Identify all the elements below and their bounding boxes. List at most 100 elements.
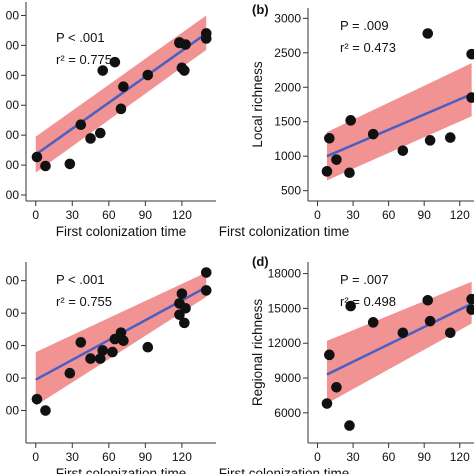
y-tick-label: 00 xyxy=(6,98,20,112)
y-tick-label: 00 xyxy=(6,371,20,385)
x-tick-label: 90 xyxy=(139,208,153,222)
x-tick-label: 0 xyxy=(314,450,321,464)
panel-d: 0 30 60 90 120 6000 9000 12000 15000 18000 First c… xyxy=(219,254,474,474)
data-point xyxy=(424,135,436,146)
data-point xyxy=(107,346,118,358)
y-tick-label: 00 xyxy=(6,188,20,202)
panel-label: (d) xyxy=(252,254,269,269)
data-point xyxy=(118,335,129,347)
x-tick-label: 120 xyxy=(450,450,470,464)
y-tick-label: 2500 xyxy=(274,46,301,60)
data-point xyxy=(200,285,212,296)
x-tick-label: 90 xyxy=(418,208,432,222)
data-point xyxy=(179,65,190,76)
data-point xyxy=(466,293,474,305)
y-tick-label: 3000 xyxy=(274,11,301,25)
x-tick-label: 0 xyxy=(32,208,39,222)
data-point xyxy=(142,69,154,81)
data-point xyxy=(466,304,474,315)
data-point xyxy=(367,128,379,140)
regression-line xyxy=(326,93,473,158)
data-point xyxy=(85,353,96,364)
data-point xyxy=(397,145,409,156)
data-point xyxy=(64,367,76,379)
data-point xyxy=(345,300,356,312)
x-tick-label: 120 xyxy=(450,208,470,222)
x-tick-label: 120 xyxy=(172,208,192,222)
x-axis-title: First colonization time xyxy=(56,466,187,474)
data-point xyxy=(40,160,51,172)
data-point xyxy=(115,103,127,115)
p-value-text: P < .001 xyxy=(56,30,105,45)
x-tick-label: 60 xyxy=(382,208,396,222)
data-point xyxy=(344,420,355,431)
y-tick-label: 1500 xyxy=(274,115,301,129)
data-point xyxy=(142,341,154,353)
data-point xyxy=(97,65,109,76)
data-point xyxy=(444,327,456,339)
data-point xyxy=(344,167,355,179)
data-point xyxy=(424,315,436,327)
r-squared-text: r² = 0.755 xyxy=(56,294,112,309)
data-point xyxy=(321,166,333,177)
r-squared-text: r² = 0.498 xyxy=(340,294,396,309)
y-tick-label: 00 xyxy=(6,8,20,22)
data-point xyxy=(31,393,43,405)
data-point xyxy=(331,154,342,165)
data-point xyxy=(75,337,87,348)
y-tick-label: 00 xyxy=(6,274,20,288)
data-point xyxy=(367,317,379,328)
panel-a-plot-area xyxy=(31,15,212,173)
data-point xyxy=(40,405,51,416)
data-point xyxy=(466,92,474,103)
data-point xyxy=(109,56,121,68)
x-tick-label: 30 xyxy=(66,450,80,464)
data-point xyxy=(321,398,333,409)
data-point xyxy=(200,28,212,39)
data-point xyxy=(324,349,335,361)
x-axis-title: First colonization time xyxy=(219,466,350,474)
data-point xyxy=(176,288,188,299)
y-axis-title: Local richness xyxy=(250,61,265,148)
data-point xyxy=(422,28,434,39)
panel-b-plot-area xyxy=(321,28,474,181)
panel-a: 0 30 60 90 120 00 00 00 00 00 00 00 First colonizati… xyxy=(6,2,216,239)
r-squared-text: r² = 0.473 xyxy=(340,40,396,55)
data-point xyxy=(118,81,129,92)
data-point xyxy=(324,132,335,144)
y-tick-label: 00 xyxy=(6,158,20,172)
y-tick-label: 1000 xyxy=(274,149,301,163)
data-point xyxy=(331,382,342,393)
y-tick-label: 9000 xyxy=(274,371,301,385)
y-tick-label: 00 xyxy=(6,339,20,353)
panel-c: 0 30 60 90 120 00 00 00 00 00 First colonization t… xyxy=(6,262,216,474)
y-tick-label: 00 xyxy=(6,306,20,320)
p-value-text: P = .009 xyxy=(340,18,389,33)
panel-d-plot-area xyxy=(321,281,474,431)
x-tick-label: 0 xyxy=(314,208,321,222)
data-point xyxy=(397,327,409,339)
data-point xyxy=(179,317,190,329)
x-tick-label: 90 xyxy=(418,450,432,464)
data-point xyxy=(115,327,127,338)
data-point xyxy=(180,39,191,50)
panel-c-plot-area xyxy=(31,267,212,416)
y-tick-label: 00 xyxy=(6,68,20,82)
x-tick-label: 30 xyxy=(346,450,360,464)
data-point xyxy=(75,119,87,130)
data-point xyxy=(31,151,43,163)
y-tick-label: 500 xyxy=(281,184,301,198)
confidence-band xyxy=(326,281,472,404)
data-point xyxy=(94,127,106,139)
panel-b: 0 30 60 90 120 500 1000 1500 2000 2500 3000 First c… xyxy=(219,2,474,239)
panel-label: (b) xyxy=(252,2,269,17)
x-tick-label: 120 xyxy=(172,450,192,464)
y-axis-title: Regional richness xyxy=(250,299,265,407)
x-tick-label: 60 xyxy=(382,450,396,464)
data-point xyxy=(85,133,96,144)
y-tick-label: 00 xyxy=(6,404,20,418)
x-tick-label: 60 xyxy=(102,450,116,464)
r-squared-text: r² = 0.775 xyxy=(56,52,112,67)
data-point xyxy=(97,345,109,356)
data-point xyxy=(345,115,356,126)
